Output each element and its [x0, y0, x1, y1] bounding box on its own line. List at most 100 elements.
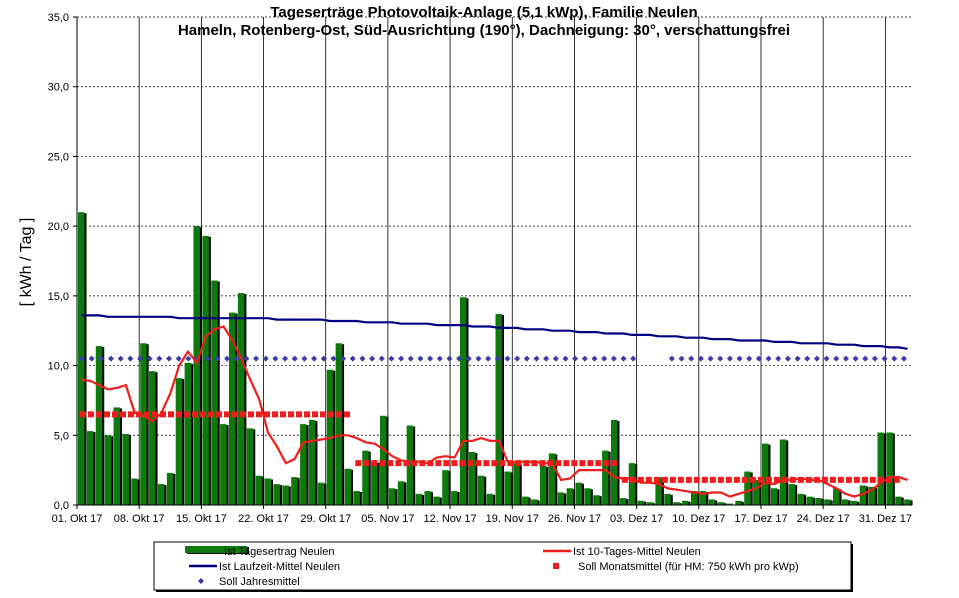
- legend-swatch-square: [553, 563, 559, 569]
- bar: [540, 466, 546, 505]
- bar: [593, 495, 599, 505]
- chart-title: Tageserträge Photovoltaik-Anlage (5,1 kW…: [270, 4, 697, 21]
- bar: [344, 469, 350, 505]
- bar: [629, 463, 635, 505]
- bar: [149, 371, 155, 505]
- bar: [87, 431, 93, 505]
- bar: [167, 473, 173, 505]
- bar: [238, 293, 244, 505]
- bar: [744, 472, 750, 505]
- bar: [567, 488, 573, 505]
- bar: [389, 488, 395, 505]
- bar: [398, 481, 404, 505]
- x-tick-label: 12. Nov 17: [423, 513, 476, 525]
- bar: [265, 479, 271, 505]
- bar: [282, 485, 288, 505]
- bar: [273, 484, 279, 505]
- bar: [789, 484, 795, 505]
- bar: [620, 498, 626, 505]
- bar: [522, 497, 528, 505]
- bar: [353, 491, 359, 505]
- y-tick-label: 25,0: [48, 151, 69, 163]
- x-tick-label: 31. Dez 17: [859, 513, 912, 525]
- bar: [904, 499, 910, 505]
- x-tick-label: 05. Nov 17: [361, 513, 414, 525]
- bar: [105, 435, 111, 505]
- bar: [176, 378, 182, 505]
- bar: [202, 236, 208, 505]
- bar: [842, 499, 848, 505]
- bar: [877, 432, 883, 505]
- bar: [771, 488, 777, 505]
- legend: Ist Tagesertrag Neulen Ist 10-Tages-Mitte…: [154, 542, 853, 592]
- bar: [318, 483, 324, 505]
- bar: [158, 484, 164, 505]
- bar: [122, 434, 128, 505]
- y-tick-label: 20,0: [48, 221, 69, 233]
- bar: [575, 483, 581, 505]
- bar: [478, 476, 484, 505]
- bar: [469, 452, 475, 505]
- bar: [460, 297, 466, 505]
- bar: [753, 480, 759, 505]
- bar: [96, 346, 102, 505]
- x-tick-label: 29. Okt 17: [300, 513, 351, 525]
- bar: [851, 501, 857, 505]
- bar: [824, 499, 830, 505]
- bar: [362, 451, 368, 505]
- legend-label: Soll Monatsmittel (für HM: 750 kWh pro k…: [578, 561, 799, 573]
- y-tick-label: 5,0: [54, 430, 69, 442]
- bar: [433, 497, 439, 505]
- bar: [895, 497, 901, 505]
- bar: [682, 501, 688, 505]
- bar: [114, 407, 120, 505]
- x-tick-label: 01. Okt 17: [52, 513, 103, 525]
- x-tick-label: 08. Okt 17: [114, 513, 165, 525]
- x-tick-label: 26. Nov 17: [548, 513, 601, 525]
- bar: [309, 420, 315, 505]
- bar: [531, 499, 537, 505]
- bar: [504, 472, 510, 505]
- bar: [602, 451, 608, 505]
- bar: [371, 462, 377, 505]
- bar: [664, 494, 670, 505]
- bar: [762, 444, 768, 505]
- bar: [558, 492, 564, 505]
- bar: [638, 501, 644, 505]
- bar: [336, 343, 342, 505]
- bar: [442, 470, 448, 505]
- bar: [185, 363, 191, 505]
- x-tick-label: 17. Dez 17: [734, 513, 787, 525]
- x-tick-label: 19. Nov 17: [486, 513, 539, 525]
- bar: [211, 281, 217, 505]
- bar: [735, 501, 741, 505]
- x-tick-label: 03. Dez 17: [610, 513, 663, 525]
- bar: [487, 494, 493, 505]
- bar: [798, 494, 804, 505]
- x-tick-label: 24. Dez 17: [797, 513, 850, 525]
- bar: [131, 479, 137, 505]
- legend-label: Ist 10-Tages-Mittel Neulen: [573, 546, 701, 558]
- chart-subtitle: Hameln, Rotenberg-Ost, Süd-Ausrichtung (…: [178, 22, 790, 39]
- bar: [424, 491, 430, 505]
- y-tick-label: 30,0: [48, 82, 69, 94]
- bar: [709, 499, 715, 505]
- bar: [780, 439, 786, 505]
- y-tick-label: 35,0: [48, 12, 69, 24]
- y-tick-label: 10,0: [48, 361, 69, 373]
- legend-label: Ist Laufzeit-Mittel Neulen: [219, 561, 340, 573]
- bar: [416, 494, 422, 505]
- legend-label: Ist Tagesertrag Neulen: [224, 546, 334, 558]
- bar: [300, 424, 306, 505]
- y-tick-label: 15,0: [48, 291, 69, 303]
- y-axis-label: [ kWh / Tag ]: [18, 218, 35, 307]
- legend-label: Soll Jahresmittel: [219, 576, 300, 588]
- bar: [513, 463, 519, 505]
- bar: [256, 476, 262, 505]
- x-tick-label: 10. Dez 17: [672, 513, 725, 525]
- y-tick-label: 0,0: [54, 500, 69, 512]
- bar: [247, 428, 253, 505]
- bar: [451, 491, 457, 505]
